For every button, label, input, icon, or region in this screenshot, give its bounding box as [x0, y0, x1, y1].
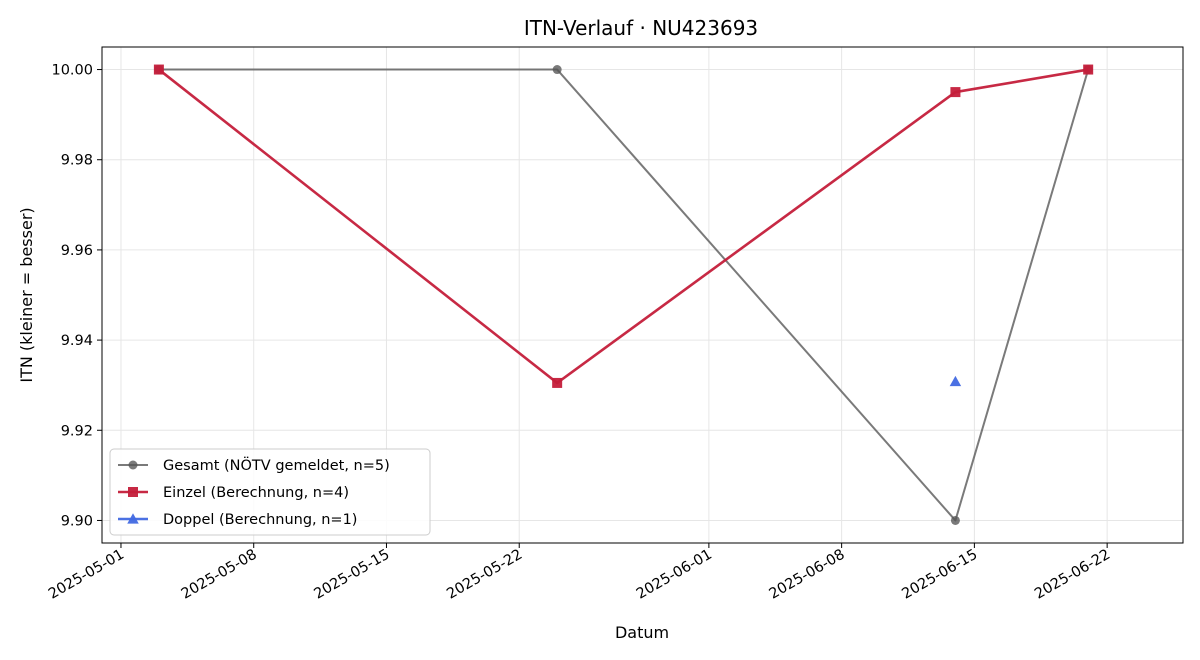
legend-box [109, 448, 431, 536]
data-point [552, 65, 562, 75]
legend-marker [128, 487, 138, 497]
x-tick-label: 2025-06-22 [1032, 547, 1113, 603]
series-layer [153, 64, 1094, 525]
series-triangle [949, 375, 962, 387]
x-tick-label: 2025-06-15 [899, 547, 980, 603]
series-line [158, 68, 1090, 522]
x-axis-ticks: 2025-05-01 2025-05-08 2025-05-15 2025-05-22… [46, 543, 1113, 603]
series-line [158, 68, 1089, 385]
data-point [552, 377, 563, 388]
y-tick-label: 9.96 [61, 243, 93, 259]
y-tick-label: 9.92 [61, 423, 93, 439]
plot-frame [101, 46, 1184, 544]
y-axis-label: ITN (kleiner = besser) [17, 207, 36, 382]
legend-entry: Gesamt (NÖTV gemeldet, n=5) [118, 456, 390, 474]
x-tick-label: 2025-05-15 [311, 547, 392, 603]
legend-entry: Doppel (Berechnung, n=1) [118, 512, 357, 528]
y-tick-label: 9.98 [61, 153, 93, 169]
legend-entry: Einzel (Berechnung, n=4) [118, 485, 349, 501]
x-tick-label: 2025-05-08 [179, 547, 260, 603]
legend-label: Doppel (Berechnung, n=1) [163, 512, 357, 528]
grid-lines [102, 47, 1183, 543]
data-point [950, 87, 961, 98]
legend: Gesamt (NÖTV gemeldet, n=5) Einzel (Berec… [109, 448, 431, 536]
x-axis-label: Datum [615, 623, 669, 642]
x-tick-label: 2025-05-01 [46, 547, 127, 603]
y-tick-label: 9.90 [61, 513, 93, 529]
data-point [153, 64, 164, 75]
x-tick-label: 2025-06-01 [634, 547, 715, 603]
data-point [949, 375, 962, 387]
legend-label: Einzel (Berechnung, n=4) [163, 485, 349, 501]
legend-marker [128, 460, 138, 470]
x-tick-label: 2025-05-22 [444, 547, 525, 603]
y-tick-label: 9.94 [61, 333, 93, 349]
data-point [950, 515, 960, 525]
x-tick-label: 2025-06-08 [767, 547, 848, 603]
series-square [153, 64, 1094, 388]
y-tick-label: 10.00 [51, 63, 93, 79]
chart-title: ITN-Verlauf · NU423693 [524, 16, 758, 40]
data-point [1083, 64, 1094, 75]
y-axis-ticks: 10.00 9.98 9.96 9.94 9.92 9.90 [51, 63, 102, 529]
legend-marker [127, 513, 139, 524]
legend-label: Gesamt (NÖTV gemeldet, n=5) [163, 456, 390, 474]
